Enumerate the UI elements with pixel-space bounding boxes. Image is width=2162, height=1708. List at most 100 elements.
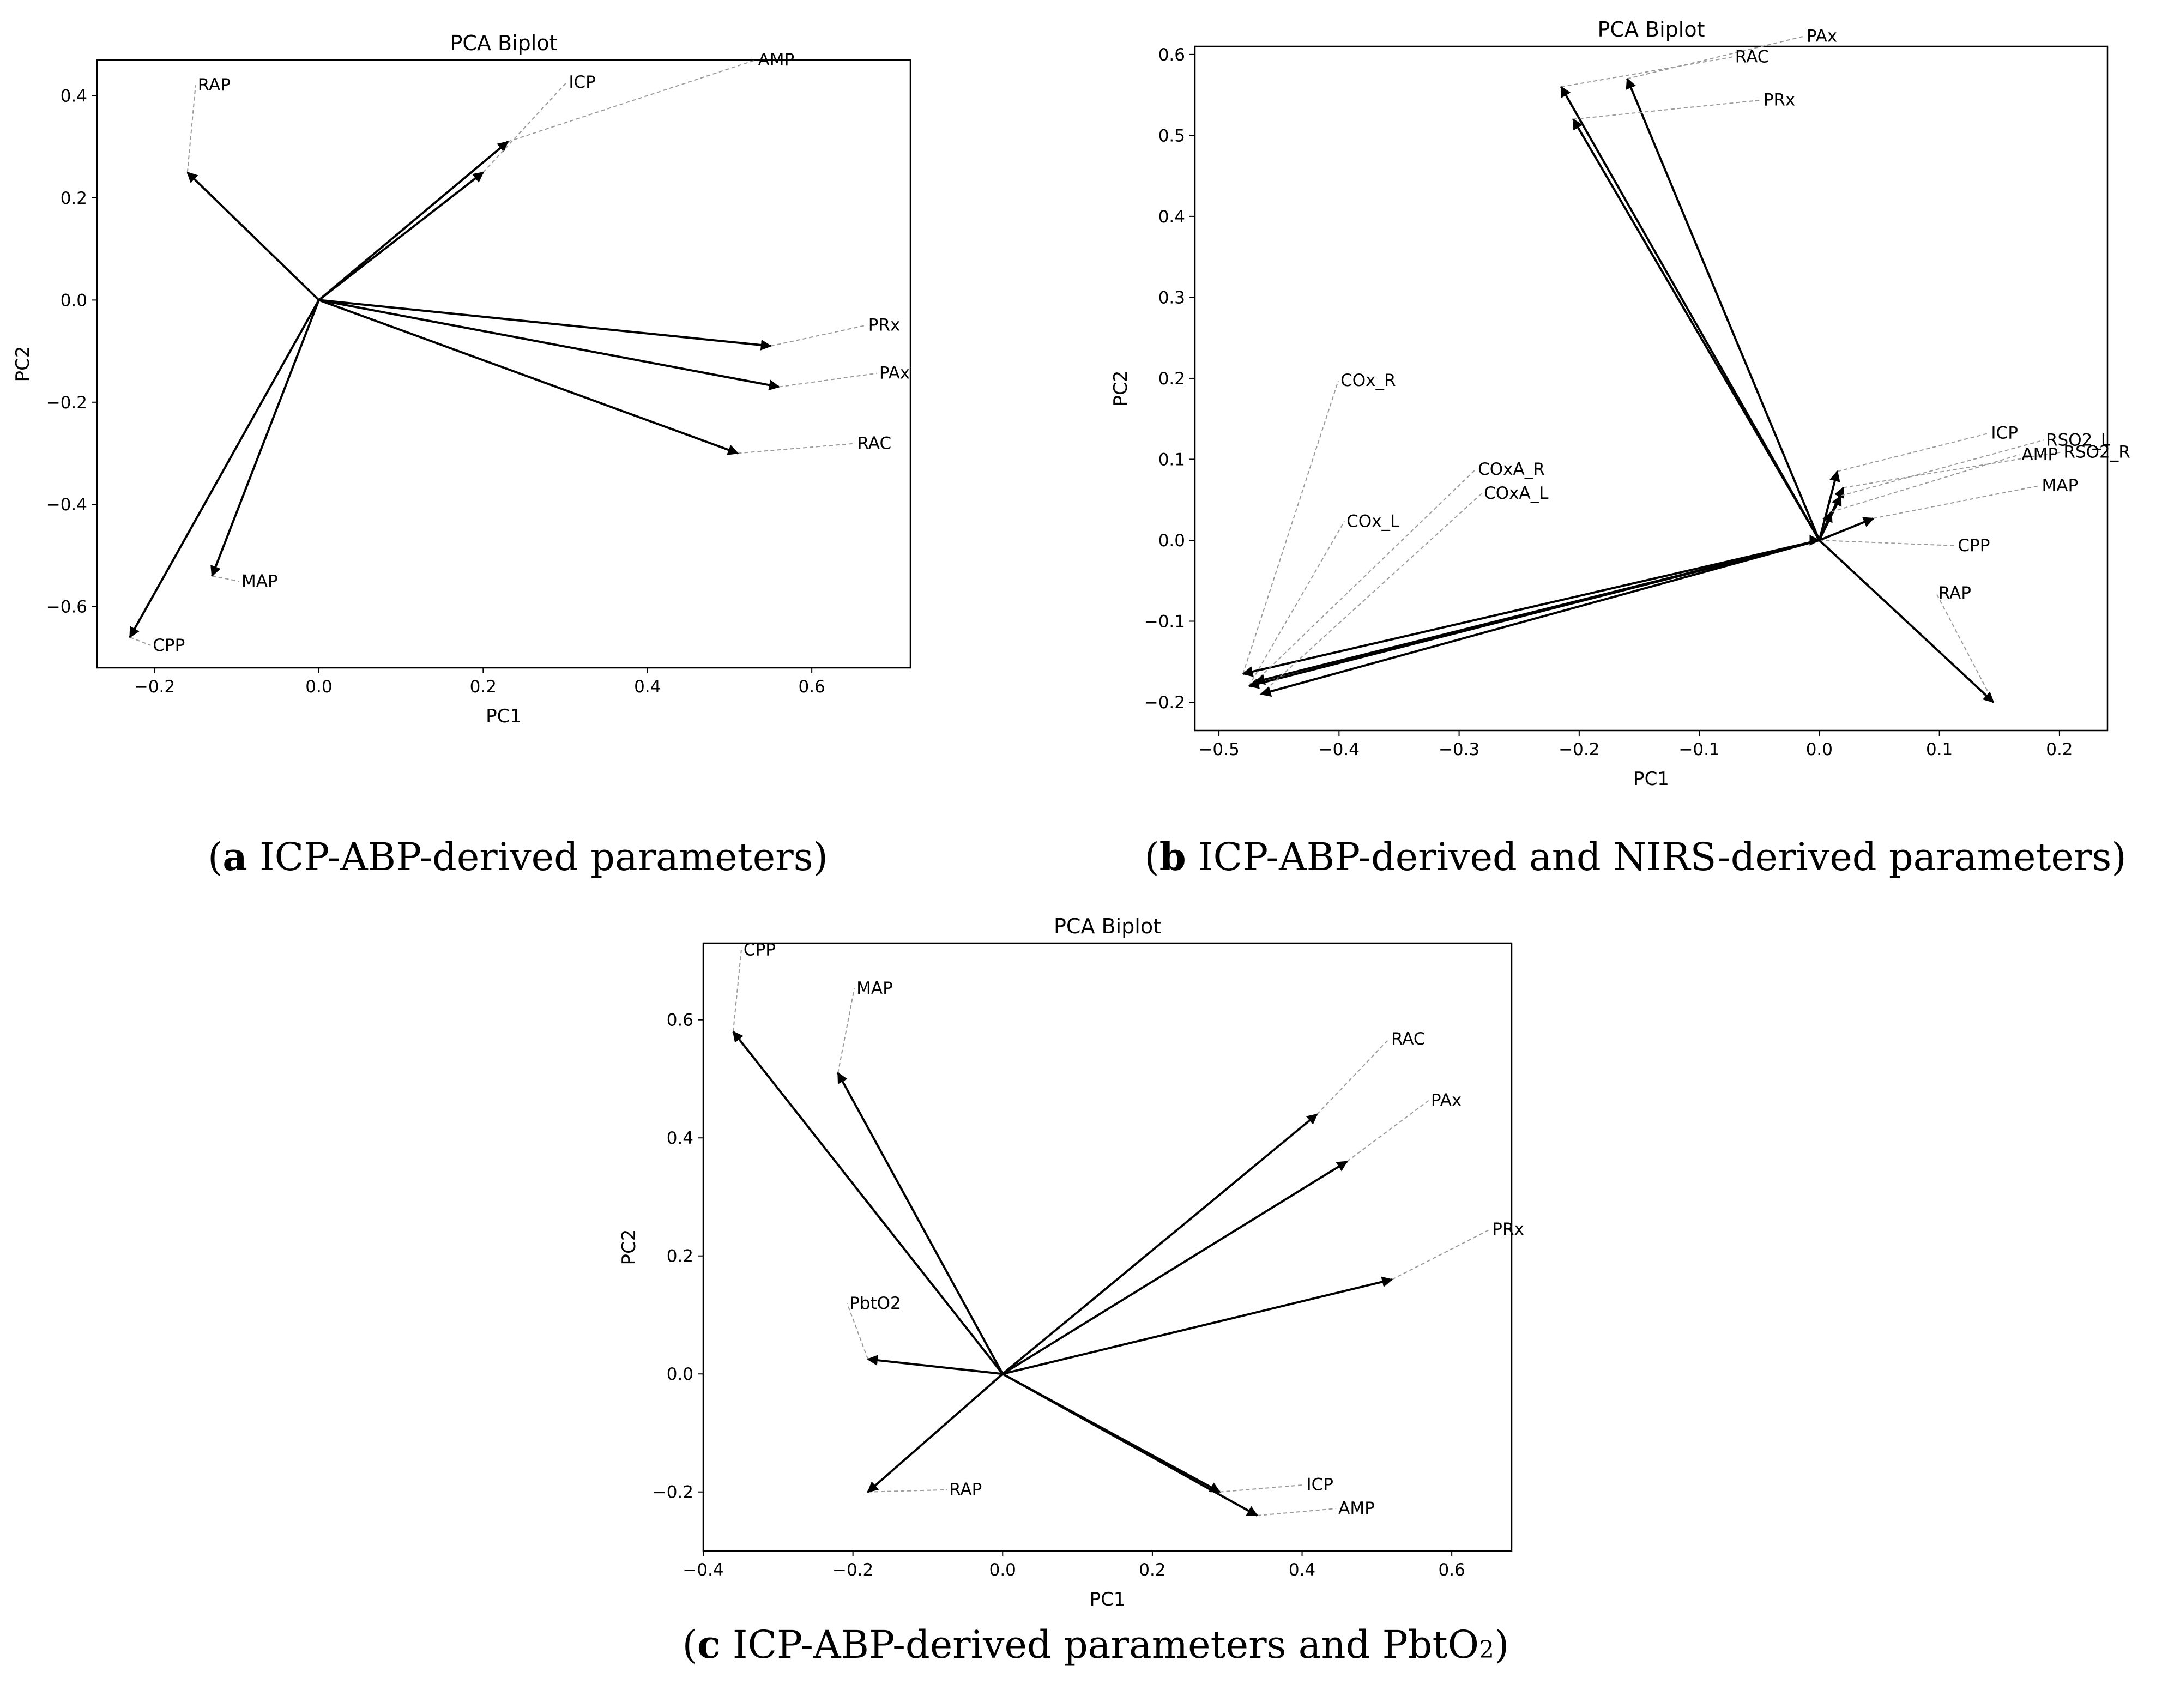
- leader-line-rac: [738, 443, 855, 454]
- loading-label-icp: ICP: [1991, 424, 2018, 443]
- leader-line-rso2_r: [1843, 451, 2062, 488]
- leader-line-pax: [778, 372, 878, 388]
- x-axis-label: PC1: [1090, 1589, 1126, 1610]
- y-tick-label: 0.3: [1158, 288, 1185, 307]
- loading-arrow-pax: [1002, 1160, 1348, 1375]
- chart-1: PCA Biplot PC1 PC2 −0.5 −0.4 −0.3 −0.2 −0.1 0.0 0…: [1110, 17, 2130, 790]
- loading-label-coxa_r: COxA_R: [1478, 460, 1545, 479]
- chart-title: PCA Biplot: [1598, 17, 1705, 41]
- leader-line-amp: [1257, 1508, 1337, 1517]
- y-tick-label: 0.2: [61, 189, 87, 208]
- loading-label-cpp: CPP: [153, 636, 185, 655]
- loading-arrow-rap: [186, 171, 320, 301]
- leader-line-cpp: [1819, 539, 1956, 546]
- loading-arrow-map: [210, 299, 320, 577]
- x-tick-label: 0.1: [1926, 740, 1953, 759]
- x-tick-label: 0.0: [989, 1560, 1016, 1580]
- loading-arrow-pax: [1626, 77, 1821, 541]
- loading-arrow-cpp: [129, 299, 320, 638]
- loading-label-rap: RAP: [1938, 583, 1971, 603]
- y-axis-label: PC2: [1110, 371, 1132, 407]
- y-tick-label: 0.4: [1158, 207, 1185, 227]
- loading-arrow-prx: [318, 299, 772, 351]
- loading-label-rso2_r: RSO2_R: [2063, 442, 2130, 462]
- loading-arrow-amp: [318, 141, 509, 301]
- y-tick-label: 0.5: [1158, 126, 1185, 146]
- leader-line-prx: [770, 324, 867, 347]
- y-tick-label: −0.4: [46, 495, 87, 515]
- loading-arrow-icp: [1818, 470, 1840, 541]
- loading-label-rac: RAC: [857, 433, 892, 453]
- loading-arrow-amp: [1818, 511, 1833, 541]
- x-tick-label: −0.2: [1559, 740, 1599, 759]
- loading-label-cpp: CPP: [1958, 536, 1990, 556]
- x-tick-label: 0.6: [798, 677, 825, 697]
- caption-b: (b ICP-ABP-derived and NIRS-derived para…: [1144, 834, 2127, 879]
- loading-label-amp: AMP: [2021, 445, 2058, 464]
- y-tick-label: 0.4: [61, 87, 87, 106]
- loading-label-pax: PAx: [879, 364, 910, 383]
- x-tick-label: −0.1: [1678, 740, 1719, 759]
- y-axis-label: PC2: [618, 1229, 640, 1265]
- x-tick-label: 0.0: [305, 677, 332, 697]
- y-tick-label: −0.2: [46, 393, 87, 413]
- leader-line-prx: [1391, 1229, 1490, 1280]
- leader-line-amp: [1831, 454, 2020, 512]
- y-tick-label: −0.6: [46, 598, 87, 617]
- loading-label-rap: RAP: [198, 75, 231, 95]
- loading-arrow-cox_r: [1242, 539, 1820, 677]
- x-tick-label: −0.5: [1198, 740, 1239, 759]
- loading-label-icp: ICP: [1306, 1475, 1333, 1495]
- loading-arrow-prx: [1572, 118, 1821, 541]
- loading-label-map: MAP: [241, 571, 278, 591]
- loading-arrow-pbto2: [867, 1355, 1003, 1375]
- loading-label-rac: RAC: [1735, 47, 1770, 67]
- loading-arrow-coxa_l: [1260, 539, 1820, 697]
- x-axis-label: PC1: [486, 705, 522, 727]
- chart-2: PCA Biplot PC1 PC2 −0.4 −0.2 0.0 0.2 0.4 0.6 −0.2…: [618, 914, 1524, 1610]
- loading-arrow-icp: [318, 171, 484, 301]
- leader-line-rap: [868, 1489, 947, 1493]
- x-axis-label: PC1: [1633, 768, 1669, 790]
- loading-arrow-amp: [1002, 1373, 1258, 1517]
- x-tick-label: 0.2: [2046, 740, 2073, 759]
- loading-label-amp: AMP: [758, 50, 795, 70]
- loading-label-prx: PRx: [868, 316, 901, 335]
- leader-line-amp: [508, 59, 756, 142]
- leader-line-cox_r: [1242, 380, 1339, 674]
- leader-line-prx: [1573, 99, 1761, 120]
- loading-label-prx: PRx: [1492, 1220, 1524, 1239]
- loading-label-map: MAP: [2042, 476, 2078, 496]
- loading-arrow-rac: [1001, 1113, 1318, 1375]
- chart-title: PCA Biplot: [1054, 914, 1161, 938]
- loading-label-map: MAP: [856, 979, 893, 998]
- x-tick-label: 0.2: [470, 677, 497, 697]
- x-tick-label: 0.4: [634, 677, 661, 697]
- y-tick-label: 0.0: [667, 1365, 693, 1384]
- loading-label-rac: RAC: [1391, 1029, 1426, 1049]
- y-tick-label: 0.1: [1158, 450, 1185, 469]
- leader-line-map: [1873, 485, 2040, 519]
- loading-arrow-rac: [318, 299, 739, 455]
- y-tick-label: 0.2: [1158, 369, 1185, 389]
- x-tick-label: −0.4: [683, 1560, 723, 1580]
- y-tick-label: −0.2: [653, 1483, 693, 1502]
- loading-arrow-rap: [1819, 539, 1995, 703]
- leader-line-icp: [482, 82, 567, 173]
- leader-line-cox_l: [1248, 521, 1345, 686]
- loading-label-cox_r: COx_R: [1340, 371, 1396, 390]
- loading-arrow-map: [837, 1072, 1004, 1375]
- y-tick-label: 0.2: [667, 1247, 693, 1266]
- loading-label-icp: ICP: [569, 73, 595, 92]
- y-tick-label: 0.4: [667, 1128, 693, 1148]
- loading-label-cox_l: COx_L: [1346, 511, 1400, 531]
- y-tick-label: 0.6: [1158, 45, 1185, 65]
- leader-line-icp: [1219, 1484, 1305, 1493]
- loading-label-prx: PRx: [1764, 90, 1796, 110]
- x-tick-label: 0.0: [1806, 740, 1833, 759]
- loading-arrow-map: [1819, 517, 1875, 541]
- loading-arrow-pax: [318, 299, 780, 391]
- leader-line-coxa_r: [1254, 469, 1476, 683]
- leader-line-cpp: [732, 950, 742, 1032]
